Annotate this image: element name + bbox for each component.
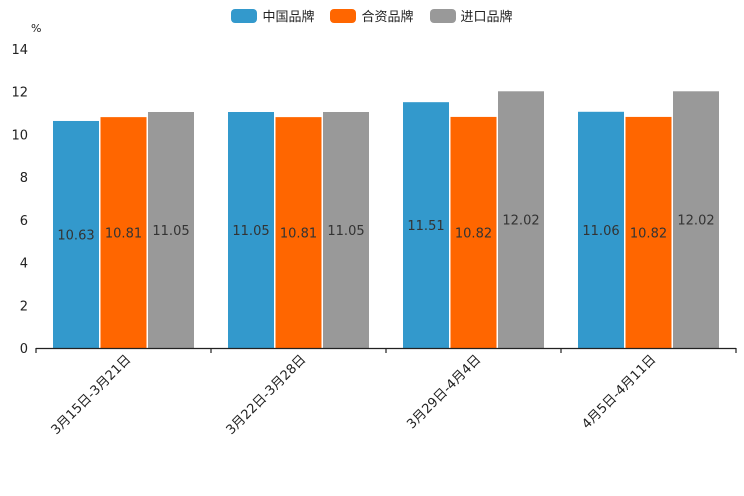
legend-swatch-china-brand [231,8,258,23]
bar [100,117,147,348]
data-label: 10.82 [455,226,492,241]
y-tick-label: 12 [11,86,28,101]
bar [450,116,497,348]
bar [148,112,194,348]
legend: 中国品牌 合资品牌 进口品牌 [0,6,744,25]
data-label: 11.05 [152,224,189,239]
legend-label-joint-venture-brand: 合资品牌 [361,10,414,25]
data-label: 10.63 [57,228,94,243]
bar [323,112,369,348]
bar [403,102,449,348]
data-label: 12.02 [502,214,539,229]
x-tick-label: 3月29日-4月4日 [404,352,484,432]
data-label: 11.51 [407,219,444,234]
legend-swatch-imported-brand [429,8,456,23]
data-label: 12.02 [677,214,714,229]
y-axis-unit: % [31,22,42,35]
legend-item-joint-venture-brand[interactable]: 合资品牌 [330,6,414,25]
data-label: 10.81 [280,227,317,242]
y-tick-label: 2 [20,299,28,314]
legend-swatch-joint-venture-brand [330,8,357,23]
x-tick-label: 3月22日-3月28日 [224,352,310,438]
data-label: 10.81 [105,227,142,242]
legend-item-china-brand[interactable]: 中国品牌 [231,6,314,25]
y-tick-label: 10 [11,128,28,143]
x-tick-label: 4月5日-4月11日 [579,352,659,432]
data-label: 10.82 [630,226,667,241]
bar [673,91,719,348]
y-tick-label: 14 [11,43,28,58]
legend-item-imported-brand[interactable]: 进口品牌 [429,6,513,25]
data-label: 11.05 [327,224,364,239]
data-label: 11.05 [232,224,269,239]
y-tick-label: 6 [20,214,28,229]
bar [275,117,322,348]
bar [498,91,544,348]
bar [578,111,624,348]
y-tick-label: 8 [20,171,28,186]
bar [625,116,672,348]
data-label: 11.06 [582,224,619,239]
bar [228,112,274,348]
x-tick-label: 3月15日-3月21日 [49,352,135,438]
y-tick-label: 4 [20,257,28,272]
legend-label-china-brand: 中国品牌 [262,10,315,25]
bar [53,120,99,348]
legend-label-imported-brand: 进口品牌 [460,10,513,25]
y-tick-label: 0 [20,342,28,357]
